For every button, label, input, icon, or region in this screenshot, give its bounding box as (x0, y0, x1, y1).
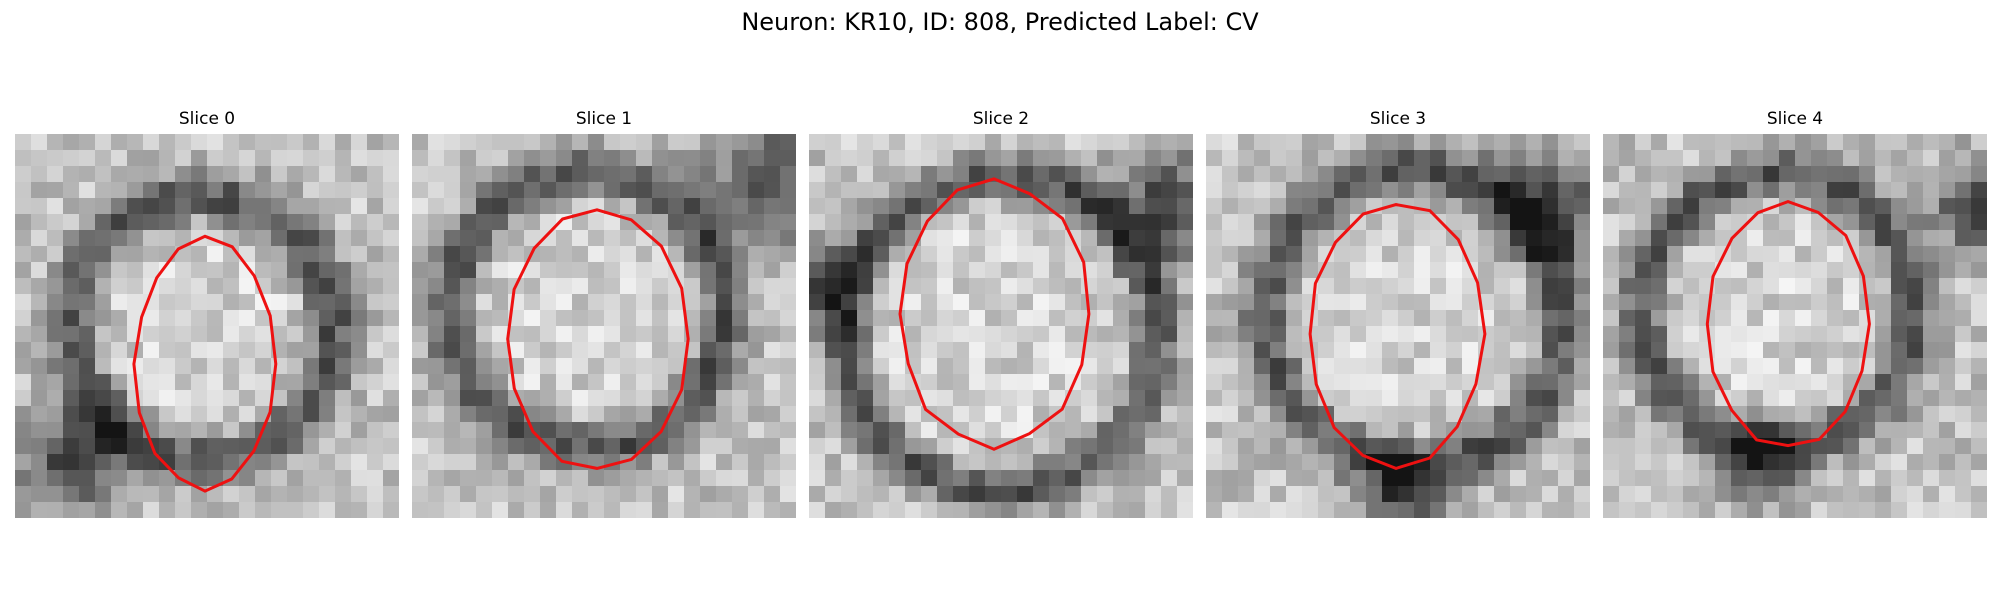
slice-panel-3: Slice 3 (1206, 108, 1590, 518)
slice-title: Slice 3 (1369, 109, 1427, 129)
contour-outline (1705, 200, 1871, 448)
contour-outline (506, 208, 690, 470)
contour-outline (1308, 203, 1487, 470)
slice-title: Slice 1 (575, 109, 633, 129)
slice-title: Slice 4 (1766, 109, 1824, 129)
contour-outline (898, 177, 1091, 451)
contour-outline (132, 234, 278, 493)
slice-image (809, 134, 1193, 518)
slice-title: Slice 2 (972, 109, 1030, 129)
figure-title: Neuron: KR10, ID: 808, Predicted Label: … (741, 8, 1259, 36)
slice-image (15, 134, 399, 518)
slice-image (412, 134, 796, 518)
slice-panel-2: Slice 2 (809, 108, 1193, 518)
slice-panel-0: Slice 0 (15, 108, 399, 518)
slice-panel-4: Slice 4 (1603, 108, 1987, 518)
slice-title: Slice 0 (178, 109, 236, 129)
slice-panel-1: Slice 1 (412, 108, 796, 518)
slice-image (1206, 134, 1590, 518)
slice-image (1603, 134, 1987, 518)
